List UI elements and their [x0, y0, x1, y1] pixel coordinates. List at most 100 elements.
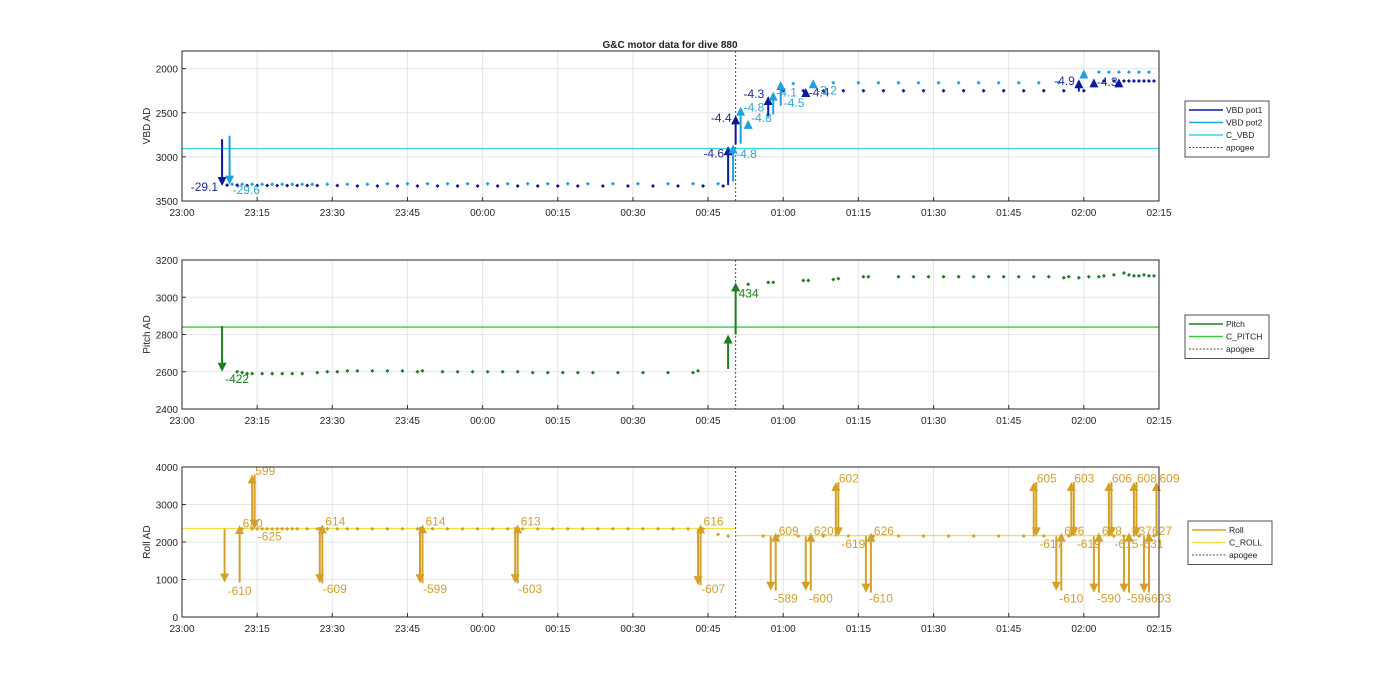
roll-data-point — [1111, 534, 1116, 538]
roll-arrow-label: 606 — [1112, 471, 1132, 485]
roll-arrow-label: -625 — [258, 529, 282, 543]
pitch-arrow-head — [723, 334, 733, 344]
vbd-data-point — [355, 184, 360, 188]
vbd-ytick-label: 2500 — [156, 109, 179, 120]
vbd-xtick-label: 00:15 — [545, 208, 570, 219]
pitch-data-point — [1111, 272, 1116, 277]
roll-arrow-head — [1094, 532, 1104, 542]
vbd-chart: 23:00 23:15 23:30 23:45 00:00 00:15 00:30 00:45… — [142, 50, 1270, 219]
pitch-arrow-head — [731, 282, 741, 292]
pitch-arrow-label: -422 — [225, 372, 249, 386]
roll-xtick-label: 23:00 — [169, 624, 194, 635]
vbd-data-point — [665, 181, 670, 186]
pitch-data-point — [355, 368, 360, 373]
vbd-xtick-label: 01:15 — [846, 208, 871, 219]
vbd-data-point — [485, 181, 490, 186]
pitch-xtick-label: 01:30 — [921, 416, 946, 427]
vbd-legend-label: VBD pot1 — [1226, 105, 1263, 115]
pitch-data-point — [806, 278, 811, 283]
roll-data-point — [946, 534, 951, 538]
roll-data-point — [345, 526, 350, 531]
vbd-data-point — [290, 182, 295, 187]
pitch-ytick-label: 2800 — [156, 331, 179, 342]
roll-data-point — [305, 526, 310, 531]
vbd-data-point — [856, 80, 861, 85]
pitch-xtick-label: 23:00 — [169, 416, 194, 427]
vbd-data-point — [575, 184, 580, 188]
pitch-data-point — [956, 274, 961, 279]
roll-data-point — [415, 526, 420, 531]
pitch-xtick-label: 00:00 — [470, 416, 495, 427]
roll-arrow-head — [833, 527, 843, 537]
vbd-xtick-label: 01:30 — [921, 208, 946, 219]
vbd-arrow-label: -29.6 — [233, 183, 261, 197]
roll-arrow-label: -610 — [228, 584, 252, 598]
pitch-data-point — [1066, 274, 1071, 279]
vbd-data-point — [345, 182, 350, 187]
pitch-data-point — [300, 371, 305, 376]
roll-arrow-label: 613 — [521, 514, 541, 528]
roll-data-point — [1136, 534, 1141, 538]
vbd-data-point — [600, 184, 605, 188]
pitch-xtick-label: 23:15 — [245, 416, 270, 427]
roll-legend-label: C_ROLL — [1229, 538, 1262, 548]
vbd-data-point — [791, 81, 796, 86]
vbd-arrow-head — [217, 177, 227, 186]
pitch-data-point — [971, 274, 976, 279]
roll-data-point — [671, 526, 676, 531]
vbd-arrow-head — [768, 91, 778, 101]
roll-data-point — [535, 526, 540, 531]
pitch-data-point — [986, 274, 991, 279]
pitch-ytick-label: 3000 — [156, 293, 179, 304]
vbd-data-point — [831, 80, 836, 85]
pitch-legend-label: C_PITCH — [1226, 332, 1262, 342]
roll-arrow-head — [1131, 527, 1141, 537]
vbd-xtick-label: 23:15 — [245, 208, 270, 219]
roll-arrow-head — [317, 524, 327, 534]
roll-arrow-label: 609 — [779, 524, 799, 538]
roll-arrow-label: 614 — [325, 514, 345, 528]
roll-ytick-label: 4000 — [156, 463, 179, 474]
pitch-data-point — [1016, 274, 1021, 279]
roll-xtick-label: 02:00 — [1071, 624, 1096, 635]
pitch-data-point — [290, 371, 295, 376]
pitch-data-point — [260, 371, 265, 376]
roll-arrow-head — [513, 524, 523, 534]
vbd-data-point — [1146, 79, 1151, 83]
vbd-data-point — [1106, 70, 1111, 75]
vbd-data-point — [295, 183, 300, 188]
vbd-data-point — [1101, 79, 1106, 83]
vbd-arrow-head — [728, 144, 738, 154]
pitch-data-point — [415, 369, 420, 374]
plots-group: 23:00 23:15 23:30 23:45 00:00 00:15 00:30 00:45… — [142, 50, 1273, 635]
pitch-data-point — [1146, 273, 1151, 278]
vbd-data-point — [921, 88, 926, 93]
vbd-data-point — [1061, 88, 1066, 93]
pitch-arrow-label: 434 — [739, 287, 759, 301]
pitch-data-point — [485, 369, 490, 374]
vbd-data-point — [610, 181, 615, 186]
roll-xtick-label: 02:15 — [1146, 624, 1171, 635]
roll-arrow-head — [766, 581, 776, 591]
vbd-data-point — [325, 182, 330, 187]
roll-arrow-head — [1144, 532, 1154, 542]
pitch-data-point — [345, 368, 350, 373]
roll-data-point — [325, 526, 330, 531]
vbd-data-point — [375, 184, 380, 188]
vbd-data-point — [881, 88, 886, 93]
roll-arrow-label: 608 — [1137, 471, 1157, 485]
vbd-data-point — [310, 182, 315, 187]
pitch-data-point — [1126, 272, 1131, 277]
vbd-xtick-label: 01:00 — [771, 208, 796, 219]
vbd-legend-label: apogee — [1226, 143, 1255, 153]
roll-arrow-head — [1089, 583, 1099, 593]
roll-ytick-label: 0 — [172, 613, 178, 624]
pitch-legend-label: apogee — [1226, 344, 1255, 354]
vbd-arrow-label: -3.2 — [816, 84, 837, 98]
vbd-xtick-label: 23:30 — [320, 208, 345, 219]
roll-arrow-label: -589 — [774, 591, 798, 605]
pitch-data-point — [470, 369, 475, 374]
roll-xtick-label: 23:15 — [245, 624, 270, 635]
pitch-data-point — [1141, 272, 1146, 277]
